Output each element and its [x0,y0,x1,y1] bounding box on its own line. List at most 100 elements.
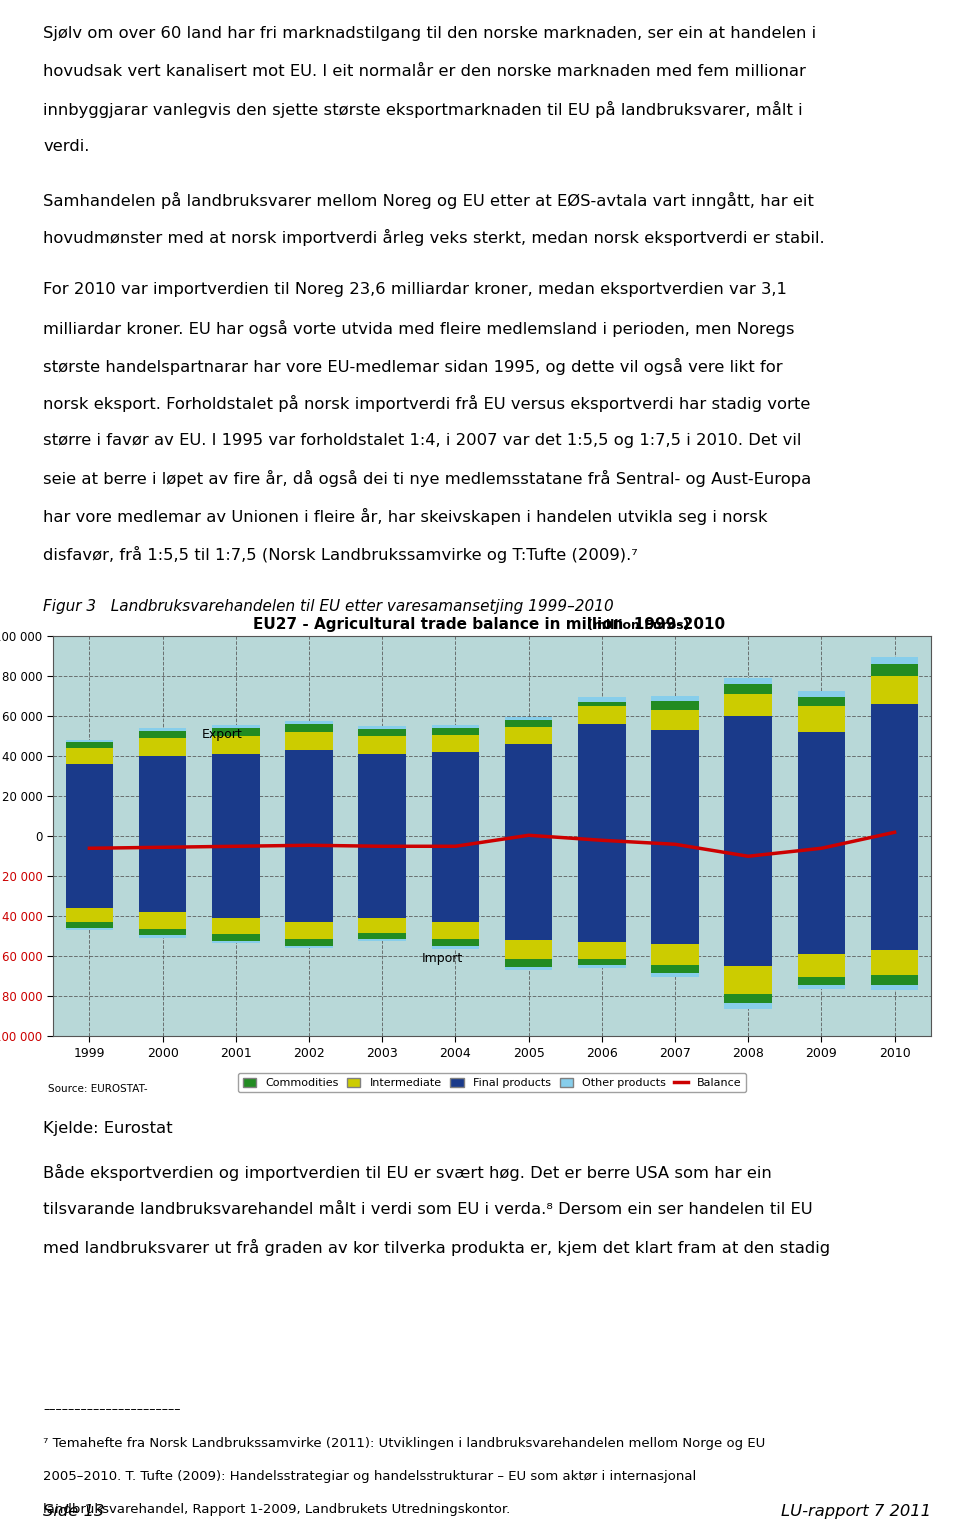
Bar [505,941,552,959]
Bar [65,742,113,749]
Text: norsk eksport. Forholdstalet på norsk importverdi frå EU versus eksportverdi har: norsk eksport. Forholdstalet på norsk im… [43,395,810,412]
Bar [578,942,626,959]
Bar [725,716,772,836]
Bar [432,735,479,752]
Balance [376,838,388,856]
Bar [871,950,919,974]
Balance [230,838,242,856]
Text: 2005–2010. T. Tufte (2009): Handelsstrategiar og handelsstrukturar – EU som aktø: 2005–2010. T. Tufte (2009): Handelsstrat… [43,1471,696,1483]
Text: hovudsak vert kanalisert mot EU. I eit normalår er den norske marknaden med fem : hovudsak vert kanalisert mot EU. I eit n… [43,63,806,78]
Balance [156,838,168,856]
Bar [139,738,186,756]
Bar [139,911,186,930]
Text: seie at berre i løpet av fire år, då også dei ti nye medlemsstatane frå Sentral-: seie at berre i løpet av fire år, då ogs… [43,470,811,487]
Bar [65,928,113,930]
Text: ⁷ Temahefte fra Norsk Landbrukssamvirke (2011): Utviklingen i landbruksvarehande: ⁷ Temahefte fra Norsk Landbrukssamvirke … [43,1437,765,1451]
Bar [871,704,919,836]
Balance [596,832,608,850]
Bar [432,947,479,950]
Bar [139,732,186,738]
Bar [358,730,406,736]
Balance [84,839,95,858]
Bar [578,836,626,942]
Bar [65,764,113,836]
Bar [432,729,479,735]
Bar [139,756,186,836]
Bar [65,836,113,908]
Bar [578,707,626,724]
Bar [651,965,699,973]
Bar [578,965,626,968]
Text: hovudmønster med at norsk importverdi årleg veks sterkt, medan norsk eksportverd: hovudmønster med at norsk importverdi år… [43,229,825,246]
Text: disfavør, frå 1:5,5 til 1:7,5 (Norsk Landbrukssamvirke og T:Tufte (2009).⁷: disfavør, frå 1:5,5 til 1:7,5 (Norsk Lan… [43,546,638,563]
Text: tilsvarande landbruksvarehandel målt i verdi som EU i verda.⁸ Dersom ein ser han: tilsvarande landbruksvarehandel målt i v… [43,1202,813,1217]
Bar [432,939,479,947]
Text: Source: EUROSTAT-: Source: EUROSTAT- [48,1085,148,1094]
Bar [139,930,186,934]
Bar [212,725,259,729]
Bar [505,836,552,941]
Bar [651,710,699,730]
Text: verdi.: verdi. [43,138,89,154]
Bar [139,836,186,911]
Balance [449,838,461,856]
Text: (million Euros): (million Euros) [295,619,689,632]
Bar [505,967,552,970]
Text: landbruksvarehandel, Rapport 1-2009, Landbrukets Utredningskontor.: landbruksvarehandel, Rapport 1-2009, Lan… [43,1503,511,1517]
Bar [358,755,406,836]
Bar [358,933,406,939]
Bar [65,741,113,742]
Balance [742,847,754,865]
Bar [651,730,699,836]
Bar [212,729,259,736]
Bar [651,836,699,944]
Bar [212,836,259,918]
Bar [358,727,406,730]
Bar [139,729,186,732]
Bar [285,922,333,939]
Bar [798,836,845,954]
Text: innbyggjarar vanlegvis den sjette største eksportmarknaden til EU på landbruksva: innbyggjarar vanlegvis den sjette størst… [43,101,803,118]
Bar [651,944,699,965]
Bar [505,744,552,836]
Bar [651,701,699,710]
Text: Kjelde: Eurostat: Kjelde: Eurostat [43,1120,173,1136]
Bar [212,941,259,944]
Text: Side 13: Side 13 [43,1503,105,1519]
Text: Samhandelen på landbruksvarer mellom Noreg og EU etter at EØS-avtala vart inngåt: Samhandelen på landbruksvarer mellom Nor… [43,192,814,209]
Text: med landbruksvarer ut frå graden av kor tilverka produkta er, kjem det klart fra: med landbruksvarer ut frå graden av kor … [43,1239,830,1256]
Bar [798,698,845,707]
Text: Både eksportverdien og importverdien til EU er svært høg. Det er berre USA som h: Både eksportverdien og importverdien til… [43,1164,772,1180]
Bar [651,973,699,978]
Bar [139,934,186,938]
Bar [725,678,772,684]
Bar [578,698,626,702]
Bar [432,725,479,729]
Text: Export: Export [203,729,243,741]
Bar [65,749,113,764]
Bar [285,721,333,724]
Bar [505,727,552,744]
Bar [358,736,406,755]
Bar [65,922,113,928]
Bar [505,959,552,967]
Bar [505,721,552,727]
Bar [432,922,479,939]
Balance [889,822,900,841]
Balance [303,836,315,855]
Text: Sjølv om over 60 land har fri marknadstilgang til den norske marknaden, ser ein : Sjølv om over 60 land har fri marknadsti… [43,26,816,41]
Bar [651,696,699,701]
Bar [871,985,919,990]
Bar [725,695,772,716]
Balance [669,835,681,853]
Text: større i favør av EU. I 1995 var forholdstalet 1:4, i 2007 var det 1:5,5 og 1:7,: større i favør av EU. I 1995 var forhold… [43,433,802,447]
Bar [798,985,845,990]
Bar [285,750,333,836]
Bar [871,658,919,664]
Text: ––––––––––––––––––––––: –––––––––––––––––––––– [43,1403,180,1416]
Bar [798,978,845,985]
Text: Import: Import [421,951,463,965]
Text: LU-rapport 7 2011: LU-rapport 7 2011 [781,1503,931,1519]
Bar [358,836,406,918]
Bar [212,934,259,941]
